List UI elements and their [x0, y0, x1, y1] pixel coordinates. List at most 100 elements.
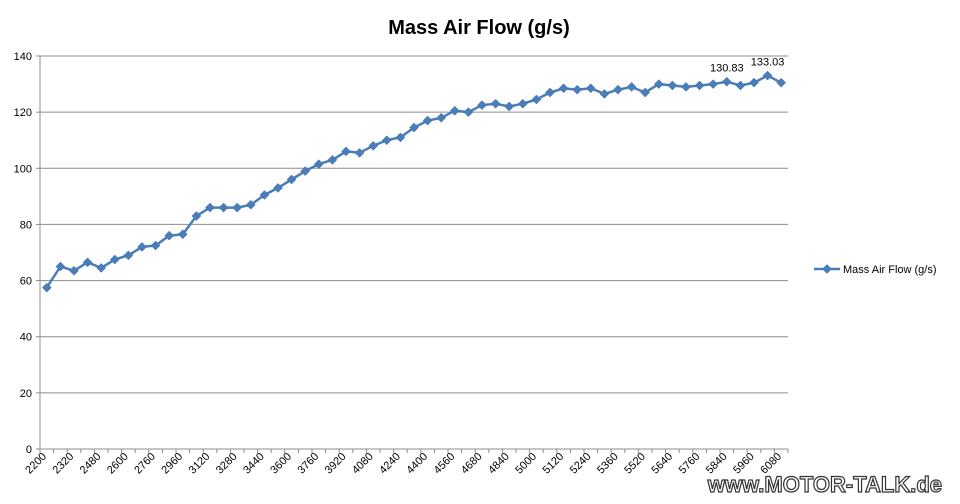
data-point: [164, 230, 175, 241]
x-tick-label-2960: 2960: [159, 451, 185, 477]
data-point: [422, 115, 433, 126]
data-point: [395, 132, 406, 143]
series-line: [45, 74, 782, 289]
data-point: [259, 190, 270, 200]
data-point: [463, 107, 474, 117]
x-tick-label-5760: 5760: [677, 451, 703, 477]
y-tick-label-100: 100: [14, 163, 32, 175]
x-tick-label-4240: 4240: [377, 451, 403, 477]
data-point: [205, 202, 215, 213]
x-tick-label-2600: 2600: [105, 451, 131, 477]
data-point: [449, 105, 460, 116]
legend: Mass Air Flow (g/s): [814, 264, 937, 276]
x-tick-label-3280: 3280: [214, 451, 240, 477]
data-point: [776, 77, 787, 88]
y-tick-label-140: 140: [14, 51, 32, 63]
gridlines: [40, 55, 788, 394]
data-point: [599, 89, 610, 99]
data-labels: 130.83 133.03: [710, 57, 784, 75]
data-point: [667, 80, 678, 91]
watermark: www.MOTOR-TALK.de: [707, 472, 942, 497]
x-tick-labels: 2200 2320 2480 2600 2760 2960 3120 3280 3440 3600…: [23, 451, 784, 477]
y-tick-labels: 0 20 40 60 80 100 120 140: [14, 51, 32, 456]
data-point: [300, 166, 311, 176]
x-tick-label-4840: 4840: [486, 451, 512, 477]
x-tick-label-5000: 5000: [513, 451, 539, 477]
data-label-130.83: 130.83: [710, 63, 744, 75]
x-tick-label-5640: 5640: [649, 451, 675, 477]
data-point: [218, 202, 229, 213]
data-point: [517, 98, 528, 109]
x-tick-label-5240: 5240: [568, 451, 594, 477]
data-point: [245, 199, 256, 210]
data-point: [409, 122, 419, 133]
data-point: [572, 84, 583, 95]
x-tick-label-5120: 5120: [541, 451, 567, 477]
data-point: [381, 135, 392, 146]
data-point: [504, 101, 515, 112]
x-tick-label-3600: 3600: [268, 451, 294, 477]
y-tick-label-0: 0: [26, 444, 32, 456]
data-point: [681, 82, 691, 92]
data-point: [123, 250, 134, 261]
data-point: [762, 70, 773, 81]
data-point: [558, 83, 569, 94]
series-layer: [41, 70, 787, 293]
y-tick-label-80: 80: [20, 219, 32, 231]
x-tick-label-3760: 3760: [296, 451, 322, 477]
x-tick-label-4560: 4560: [432, 451, 458, 477]
data-point: [640, 87, 651, 98]
data-point: [69, 265, 79, 276]
x-tick-label-2480: 2480: [78, 451, 104, 477]
x-tick-label-4080: 4080: [350, 451, 376, 477]
data-point: [191, 211, 202, 221]
data-point: [490, 98, 501, 109]
data-point: [613, 84, 623, 95]
data-point: [109, 254, 120, 265]
data-point: [436, 112, 447, 123]
data-point: [327, 155, 338, 165]
x-tick-label-5520: 5520: [622, 451, 648, 477]
data-point: [477, 100, 487, 110]
data-point: [545, 87, 555, 98]
data-point: [82, 257, 93, 268]
x-tick-label-3120: 3120: [187, 451, 213, 477]
data-point: [286, 174, 297, 185]
data-label-133.03: 133.03: [751, 57, 785, 69]
data-point: [273, 183, 283, 193]
data-point: [177, 229, 188, 240]
data-point: [55, 261, 66, 272]
x-tick-label-5360: 5360: [595, 451, 621, 477]
axes: [36, 55, 789, 453]
data-point: [341, 146, 351, 157]
data-point: [150, 240, 161, 251]
data-point: [354, 147, 365, 158]
data-point: [694, 80, 705, 91]
x-tick-label-2760: 2760: [132, 451, 158, 477]
legend-label: Mass Air Flow (g/s): [843, 264, 937, 276]
x-tick-label-4400: 4400: [404, 451, 430, 477]
data-point: [585, 83, 596, 94]
y-tick-label-40: 40: [20, 332, 32, 344]
y-tick-label-120: 120: [14, 107, 32, 119]
data-point: [708, 79, 719, 89]
data-point: [735, 80, 746, 91]
y-tick-label-20: 20: [20, 388, 32, 400]
x-tick-label-3920: 3920: [323, 451, 349, 477]
data-point: [626, 82, 637, 92]
data-point: [96, 263, 107, 273]
data-point: [232, 202, 243, 213]
data-point: [749, 77, 759, 88]
data-point: [531, 94, 542, 105]
data-point: [368, 140, 379, 151]
data-point: [137, 242, 147, 252]
data-point: [653, 79, 664, 89]
chart-title: Mass Air Flow (g/s): [388, 17, 570, 39]
data-point: [721, 76, 732, 87]
x-tick-label-3440: 3440: [241, 451, 267, 477]
data-point: [313, 159, 324, 169]
data-point: [41, 282, 52, 293]
legend-marker-icon: [822, 264, 832, 274]
